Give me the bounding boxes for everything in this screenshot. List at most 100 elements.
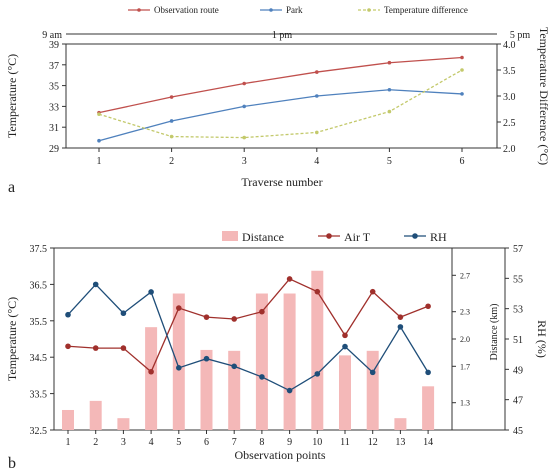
distance-bar	[172, 293, 185, 430]
series-point-air-t	[203, 314, 210, 320]
y-tick-label: 37.5	[30, 244, 48, 255]
distance-bar	[62, 409, 74, 430]
distance-bar	[394, 418, 407, 430]
x-tick-label: 6	[460, 156, 465, 167]
x-tick-label: 12	[368, 437, 378, 448]
panel-a-y2-ticks: 2.0 2.5 3.0 3.5 4.0	[497, 40, 516, 155]
series-point-air-t	[65, 343, 71, 350]
series-point-rh	[397, 324, 404, 330]
y-tick-label: 35.5	[30, 317, 48, 328]
panel-b-distance-ticks: 1.3 1.7 2.0 2.3 2.7	[452, 271, 470, 408]
panel-a-chart: a 9 am 1 pm 5 pm Traverse number Tempera…	[5, 5, 550, 196]
y-tick-label: 37	[49, 61, 59, 72]
panel-b-rh-ticks: 45 47 49 51 53 55 57	[505, 244, 523, 437]
series-point-air-t	[342, 332, 348, 339]
series-point-rh	[231, 363, 237, 370]
panel-a-legend: Observation route Park Temperature differe…	[128, 5, 468, 15]
distance-bar	[117, 418, 130, 430]
y2-tick-label: 3.5	[503, 66, 516, 77]
series-line-air-t	[67, 278, 429, 373]
distance-bar	[255, 293, 268, 430]
series-point-rh	[120, 310, 127, 317]
series-2-point	[315, 94, 319, 98]
y-tick-label: 32.5	[30, 426, 48, 437]
rh-tick-label: 55	[513, 274, 523, 285]
panel-b-label: b	[8, 455, 16, 472]
series-point-air-t	[148, 368, 154, 375]
series-1-point	[460, 55, 464, 60]
series-point-rh	[92, 281, 99, 288]
panel-b-x-ticks: 1 2 3 4 5 6 7 8 9 10 11 12 13 14	[66, 430, 433, 448]
x-tick-label: 13	[395, 437, 405, 448]
panel-b-plot-frame	[53, 247, 506, 431]
x-tick-label: 5	[387, 156, 392, 167]
panel-b-distance-axis-title: Distance (km)	[489, 304, 500, 361]
legend-label-distance: Distance	[242, 230, 284, 244]
legend-label-rh: RH	[430, 230, 447, 244]
series-point-air-t	[92, 345, 99, 351]
series-point-rh	[203, 355, 210, 362]
y2-tick-label: 4.0	[503, 40, 516, 51]
legend-swatch-distance	[222, 231, 238, 241]
panel-b-bars	[62, 270, 435, 430]
x-tick-label: 11	[340, 437, 350, 448]
distance-bar	[311, 270, 324, 430]
legend-label-1: Observation route	[154, 5, 219, 15]
legend-marker-1	[137, 8, 141, 12]
x-tick-label: 7	[232, 437, 237, 448]
distance-bar	[366, 350, 379, 430]
x-tick-label: 8	[259, 437, 264, 448]
series-point-rh	[176, 365, 182, 371]
series-point-rh	[342, 343, 348, 350]
x-tick-label: 1	[66, 437, 71, 448]
distance-bar	[145, 327, 158, 430]
panel-a-y-axis-title: Temperature (°C)	[5, 54, 19, 138]
series-1-point	[315, 70, 319, 74]
series-point-air-t	[369, 288, 376, 295]
series-line-1	[98, 56, 463, 114]
panel-b-series	[65, 276, 431, 394]
series-2-point	[242, 104, 246, 109]
series-3-point	[387, 109, 392, 114]
x-tick-label: 3	[121, 437, 126, 448]
series-2-point	[97, 138, 101, 143]
y-tick-label: 34.5	[30, 353, 48, 364]
series-line-rh	[67, 283, 429, 392]
panel-a-x-axis-title: Traverse number	[241, 175, 322, 189]
y2-tick-label: 2.5	[503, 118, 516, 129]
series-3-point	[169, 134, 174, 139]
x-tick-label: 2	[169, 156, 174, 167]
time-label-end: 5 pm	[510, 30, 531, 41]
series-point-air-t	[231, 316, 237, 322]
panel-a-label: a	[8, 179, 15, 196]
x-tick-label: 1	[97, 156, 102, 167]
distance-bar	[283, 293, 296, 430]
y2-tick-label: 3.0	[503, 92, 516, 103]
distance-tick-label: 1.3	[460, 399, 470, 408]
legend-marker-3	[367, 8, 371, 12]
series-point-air-t	[397, 314, 404, 320]
distance-bar	[339, 355, 351, 430]
distance-tick-label: 2.7	[460, 271, 470, 280]
series-point-rh	[259, 374, 265, 380]
panel-a-y-ticks: 29 31 33 35 37 39	[49, 40, 66, 155]
legend-label-air-t: Air T	[344, 230, 371, 244]
panel-b-legend: Distance Air T RH	[222, 230, 447, 244]
series-point-air-t	[314, 288, 321, 295]
rh-tick-label: 49	[513, 365, 523, 376]
panel-b-rh-axis-title: RH (%)	[535, 320, 549, 358]
series-3-point	[242, 135, 246, 140]
series-point-air-t	[176, 305, 182, 311]
panel-a-y2-axis-title: Temperature Difference (°C)	[537, 27, 550, 165]
series-point-rh	[286, 387, 293, 394]
distance-bar	[89, 400, 102, 430]
x-tick-label: 14	[423, 437, 433, 448]
series-point-rh	[369, 369, 376, 376]
panel-b-chart: b Observation points Temperature (°C) Di…	[5, 230, 549, 472]
x-tick-label: 2	[93, 437, 98, 448]
y-tick-label: 29	[49, 144, 59, 155]
series-line-2	[98, 89, 463, 142]
distance-bar	[228, 350, 241, 430]
time-label-mid: 1 pm	[272, 30, 293, 41]
y-tick-label: 35	[49, 82, 59, 93]
